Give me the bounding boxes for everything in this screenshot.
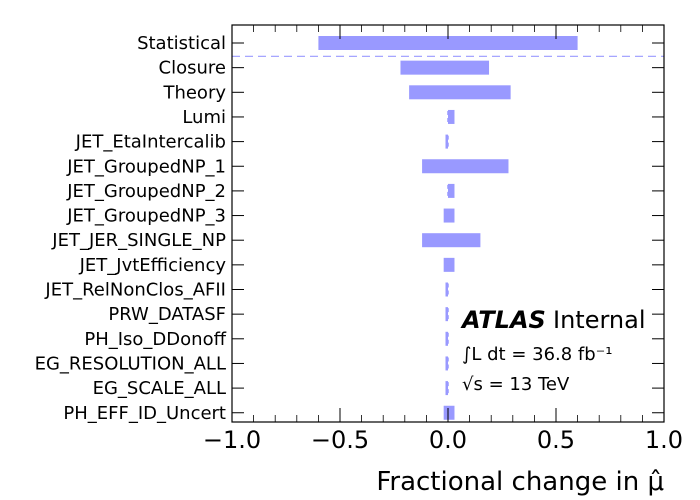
bar-0 bbox=[318, 36, 578, 50]
bar-11 bbox=[445, 307, 448, 322]
category-label-8: JET_JER_SINGLE_NP bbox=[51, 230, 226, 251]
category-label-7: JET_GroupedNP_3 bbox=[66, 206, 226, 227]
xtick-label-4: 1.0 bbox=[645, 426, 683, 454]
category-label-1: Closure bbox=[159, 58, 226, 79]
category-label-12: PH_Iso_DDonoff bbox=[84, 329, 226, 350]
bar-10 bbox=[445, 282, 448, 297]
plot-frame bbox=[231, 24, 665, 423]
atlas-label: ATLAS Internal ∫L dt = 36.8 fb⁻¹ √s = 13… bbox=[460, 306, 646, 395]
bar-15 bbox=[443, 405, 455, 420]
bar-6 bbox=[448, 183, 455, 198]
x-axis-title: Fractional change in μ̂ bbox=[376, 467, 664, 497]
bar-5 bbox=[422, 159, 509, 174]
y-ticks-group bbox=[232, 42, 664, 414]
bar-1 bbox=[400, 60, 490, 75]
bar-12 bbox=[445, 331, 448, 346]
category-label-9: JET_JvtEfficiency bbox=[79, 255, 227, 276]
x-ticks-group: −1.0 −0.5 0.0 0.5 1.0 bbox=[203, 25, 683, 454]
category-label-5: JET_GroupedNP_1 bbox=[66, 156, 226, 177]
category-labels-group: Statistical Closure Theory Lumi JET_EtaInter… bbox=[35, 33, 227, 424]
bar-13 bbox=[445, 356, 448, 371]
xtick-label-2: 0.0 bbox=[429, 426, 467, 454]
xtick-label-3: 0.5 bbox=[537, 426, 575, 454]
energy-text: √s = 13 TeV bbox=[462, 374, 570, 395]
category-label-10: JET_RelNonClos_AFII bbox=[44, 280, 226, 301]
category-label-11: PRW_DATASF bbox=[108, 304, 226, 325]
bar-14 bbox=[445, 381, 448, 396]
bar-3 bbox=[448, 109, 455, 124]
category-label-15: PH_EFF_ID_Uncert bbox=[63, 403, 226, 424]
category-label-4: JET_EtaIntercalib bbox=[75, 132, 226, 153]
bar-7 bbox=[443, 208, 455, 223]
category-label-14: EG_SCALE_ALL bbox=[93, 378, 226, 399]
category-label-3: Lumi bbox=[182, 107, 226, 128]
xtick-label-0: −1.0 bbox=[203, 426, 261, 454]
bar-2 bbox=[409, 85, 511, 100]
internal-text: Internal bbox=[553, 306, 646, 334]
bar-8 bbox=[422, 233, 481, 248]
category-label-13: EG_RESOLUTION_ALL bbox=[35, 353, 226, 374]
bars-group bbox=[318, 36, 578, 420]
bar-4 bbox=[445, 134, 448, 149]
atlas-text: ATLAS bbox=[460, 306, 546, 334]
category-label-6: JET_GroupedNP_2 bbox=[66, 181, 226, 202]
xtick-label-1: −0.5 bbox=[311, 426, 369, 454]
luminosity-text: ∫L dt = 36.8 fb⁻¹ bbox=[462, 344, 612, 365]
category-label-0: Statistical bbox=[137, 33, 226, 54]
bar-9 bbox=[443, 257, 455, 272]
category-label-2: Theory bbox=[162, 82, 226, 103]
